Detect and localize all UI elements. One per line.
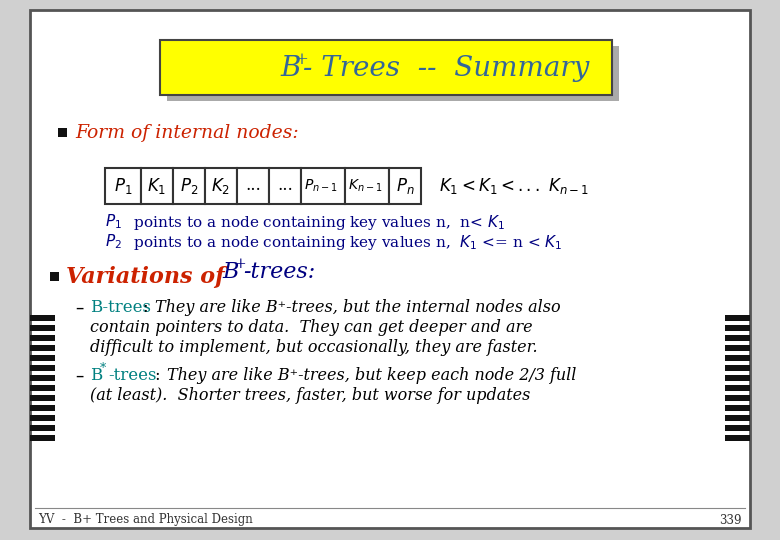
Text: ...: ... <box>277 178 292 194</box>
Bar <box>50 272 59 281</box>
Bar <box>725 375 750 381</box>
Bar <box>345 168 389 204</box>
Text: They are like B⁺-trees, but the internal nodes also: They are like B⁺-trees, but the internal… <box>155 300 561 316</box>
Text: B: B <box>90 368 102 384</box>
Text: - Trees  --  Summary: - Trees -- Summary <box>303 55 589 82</box>
Bar <box>725 415 750 421</box>
Bar <box>205 168 237 204</box>
Bar <box>30 385 55 391</box>
Bar <box>30 345 55 351</box>
Text: *: * <box>100 362 106 375</box>
Bar <box>105 168 141 204</box>
Text: :: : <box>155 368 171 384</box>
Text: –: – <box>75 299 83 317</box>
Text: $P_2$: $P_2$ <box>105 233 122 251</box>
Bar <box>725 385 750 391</box>
Text: $P_2$: $P_2$ <box>180 176 198 196</box>
Bar <box>30 435 55 441</box>
Text: $K_2$: $K_2$ <box>211 176 231 196</box>
Text: They are like B⁺-trees, but keep each node 2/3 full: They are like B⁺-trees, but keep each no… <box>167 368 576 384</box>
Bar <box>725 395 750 401</box>
Text: $P_1$: $P_1$ <box>105 213 122 231</box>
Bar <box>167 46 619 101</box>
Text: $P_1$: $P_1$ <box>114 176 132 196</box>
Bar <box>725 325 750 331</box>
Bar <box>269 168 301 204</box>
Text: contain pointers to data.  They can get deeper and are: contain pointers to data. They can get d… <box>90 320 533 336</box>
Bar <box>725 365 750 371</box>
Bar <box>725 425 750 431</box>
Text: ...: ... <box>245 178 261 194</box>
Bar <box>725 355 750 361</box>
Bar <box>30 355 55 361</box>
Text: :: : <box>143 300 159 316</box>
Bar <box>30 325 55 331</box>
Text: +: + <box>294 51 308 69</box>
Bar <box>725 315 750 321</box>
Bar <box>30 335 55 341</box>
Text: $K_{n-1}$: $K_{n-1}$ <box>348 178 382 194</box>
Text: 339: 339 <box>719 514 742 526</box>
Text: YV  -  B+ Trees and Physical Design: YV - B+ Trees and Physical Design <box>38 514 253 526</box>
Bar <box>725 405 750 411</box>
Bar <box>30 425 55 431</box>
Text: B: B <box>222 261 239 283</box>
Bar <box>30 405 55 411</box>
Bar <box>173 168 205 204</box>
Text: B-trees: B-trees <box>90 300 151 316</box>
Bar <box>237 168 269 204</box>
Text: points to a node containing key values n,  $K_1$ <= n < $K_1$: points to a node containing key values n… <box>124 233 562 252</box>
Text: $P_n$: $P_n$ <box>395 176 414 196</box>
Text: -trees: -trees <box>108 368 157 384</box>
Text: +: + <box>235 257 246 271</box>
Bar <box>30 365 55 371</box>
Bar <box>30 375 55 381</box>
Text: points to a node containing key values n,  n< $K_1$: points to a node containing key values n… <box>124 213 505 232</box>
Bar <box>725 335 750 341</box>
Bar <box>30 315 55 321</box>
Bar <box>141 168 173 204</box>
Bar <box>160 40 612 95</box>
Text: B: B <box>280 55 300 82</box>
Text: (at least).  Shorter trees, faster, but worse for updates: (at least). Shorter trees, faster, but w… <box>90 388 530 404</box>
Bar <box>725 345 750 351</box>
Bar <box>30 395 55 401</box>
Bar <box>30 415 55 421</box>
Bar <box>389 168 421 204</box>
Text: Form of internal nodes:: Form of internal nodes: <box>75 124 299 142</box>
Bar <box>301 168 345 204</box>
Text: $K_1$: $K_1$ <box>147 176 167 196</box>
Text: -trees:: -trees: <box>243 261 315 283</box>
Text: $P_{n-1}$: $P_{n-1}$ <box>304 178 338 194</box>
Text: Variations of: Variations of <box>66 266 225 288</box>
Text: –: – <box>75 367 83 385</box>
Text: $K_1 < K_1 < ...\ K_{n-1}$: $K_1 < K_1 < ...\ K_{n-1}$ <box>439 176 590 196</box>
Text: difficult to implement, but occasionally, they are faster.: difficult to implement, but occasionally… <box>90 339 537 355</box>
Bar <box>725 435 750 441</box>
Bar <box>58 128 67 137</box>
